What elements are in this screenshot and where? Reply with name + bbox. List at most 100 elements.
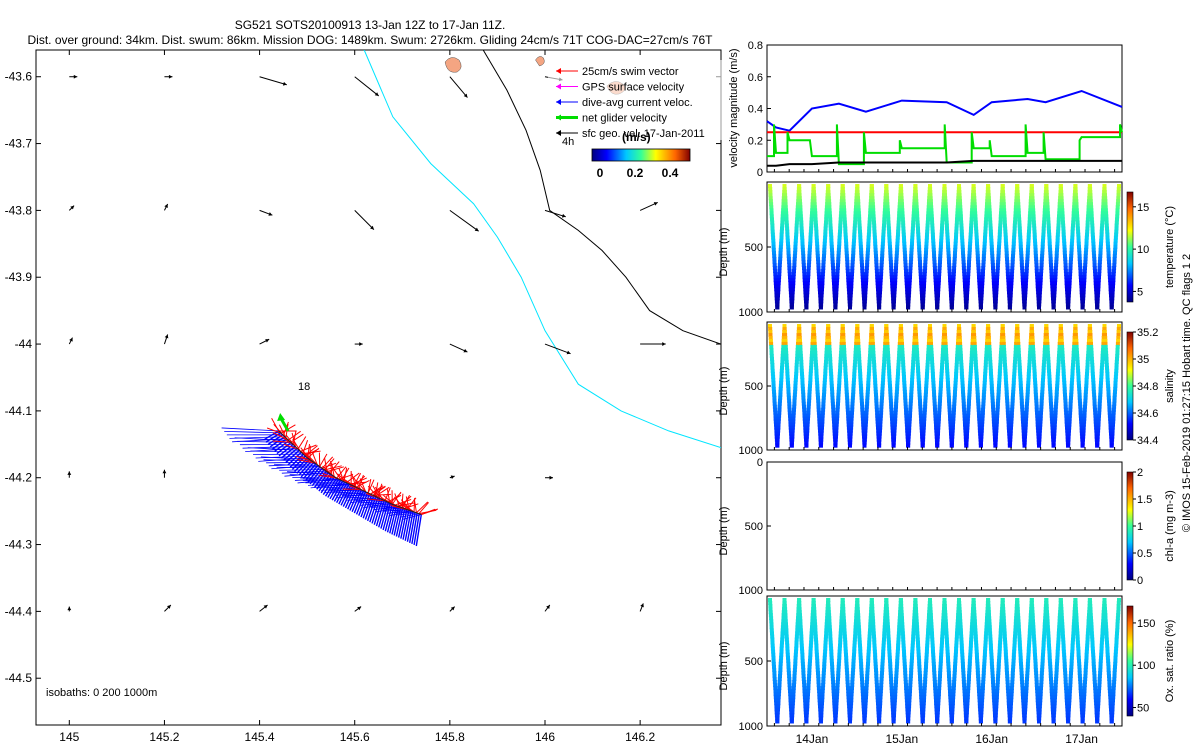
profile-sample [1019,389,1024,394]
profile-sample [836,247,841,252]
profile-sample [974,229,979,234]
profile-sample [1115,217,1119,222]
profile-sample [1103,205,1108,210]
profile-sample [1103,341,1108,346]
profile-sample [826,327,831,331]
profile-sample [892,425,897,430]
profile-sample [769,350,774,355]
profile-sample [1117,324,1121,328]
profile-sample [1010,256,1015,261]
profile-sample [1093,416,1098,421]
profile-sample [768,327,773,331]
profile-sample [929,208,934,213]
profile-sample [1029,187,1034,191]
profile-sample [772,253,777,258]
profile-sample [961,256,966,261]
dac-vector [300,477,341,481]
profile-sample [787,266,792,270]
profile-sample [1107,263,1112,267]
profile-sample [1089,217,1094,222]
profile-sample [983,232,988,237]
profile-sample [771,247,776,252]
profile-sample [1070,229,1075,234]
profile-sample [871,356,876,361]
profile-sample [815,392,820,397]
profile-sample [1112,259,1117,264]
profile-sample [1098,386,1103,391]
profile-sample [795,619,800,624]
profile-sample [944,359,949,364]
profile-sample [919,278,924,283]
profile-sample [838,637,843,642]
profile-sample [784,223,789,228]
profile-sample [1017,356,1022,361]
profile-sample [1032,362,1037,367]
profile-sample [842,634,847,639]
profile-sample [826,333,831,337]
profile-sample [810,341,815,346]
profile-sample [1025,386,1030,391]
profile-sample [971,187,976,191]
profile-sample [790,431,795,436]
profile-sample [990,259,995,264]
profile-sample [933,419,938,424]
profile-sample [885,205,890,210]
profile-sample [805,428,810,433]
profile-sample [885,336,890,340]
profile-sample [954,229,959,234]
profile-sample [1107,275,1112,280]
profile-sample [1114,232,1119,237]
profile-sample [859,256,864,261]
profile-sample [805,701,810,706]
profile-sample [992,422,997,427]
profile-sample [1112,395,1117,400]
profile-sample [1056,356,1061,361]
profile-sample [1041,368,1046,373]
profile-sample [1046,226,1051,231]
y-tick-label: -43.9 [5,270,33,284]
profile-sample [987,341,992,346]
profile-sample [785,374,790,379]
profile-sample [876,425,880,430]
profile-sample [800,238,805,243]
profile-sample [945,365,949,370]
dac-vector [413,513,420,546]
profile-sample [1060,347,1065,352]
profile-sample [772,256,777,261]
profile-sample [918,398,922,403]
profile-sample [1044,193,1049,198]
colorbar-tick-label: 0 [597,166,604,180]
profile-sample [1039,398,1044,403]
profile-sample [831,410,836,415]
profile-sample [783,336,788,340]
vel-y-tick-label: 0.6 [748,72,763,84]
profile-sample [816,680,821,684]
profile-sample [930,220,935,225]
profile-sample [1052,287,1057,292]
profile-sample [977,287,982,292]
profile-sample [929,211,934,216]
profile-sample [1001,190,1005,195]
profile-sample [1081,434,1086,439]
profile-sample [871,217,876,222]
profile-sample [938,256,943,261]
profile-sample [801,250,806,255]
profile-sample [1008,302,1013,307]
profile-sample [965,419,970,424]
profile-sample [1056,368,1061,373]
profile-sample [852,640,857,645]
profile-sample [1077,259,1082,264]
profile-sample [853,356,858,361]
profile-sample [870,190,875,195]
profile-sample [933,272,938,277]
profile-sample [916,229,921,234]
profile-sample [856,344,861,349]
profile-sample [910,374,915,379]
profile-sample [797,598,802,602]
profile-sample [933,413,938,418]
profile-sample [820,416,825,421]
profile-sample [843,368,848,373]
profile-sample [1022,443,1027,448]
profile-sample [829,371,834,376]
